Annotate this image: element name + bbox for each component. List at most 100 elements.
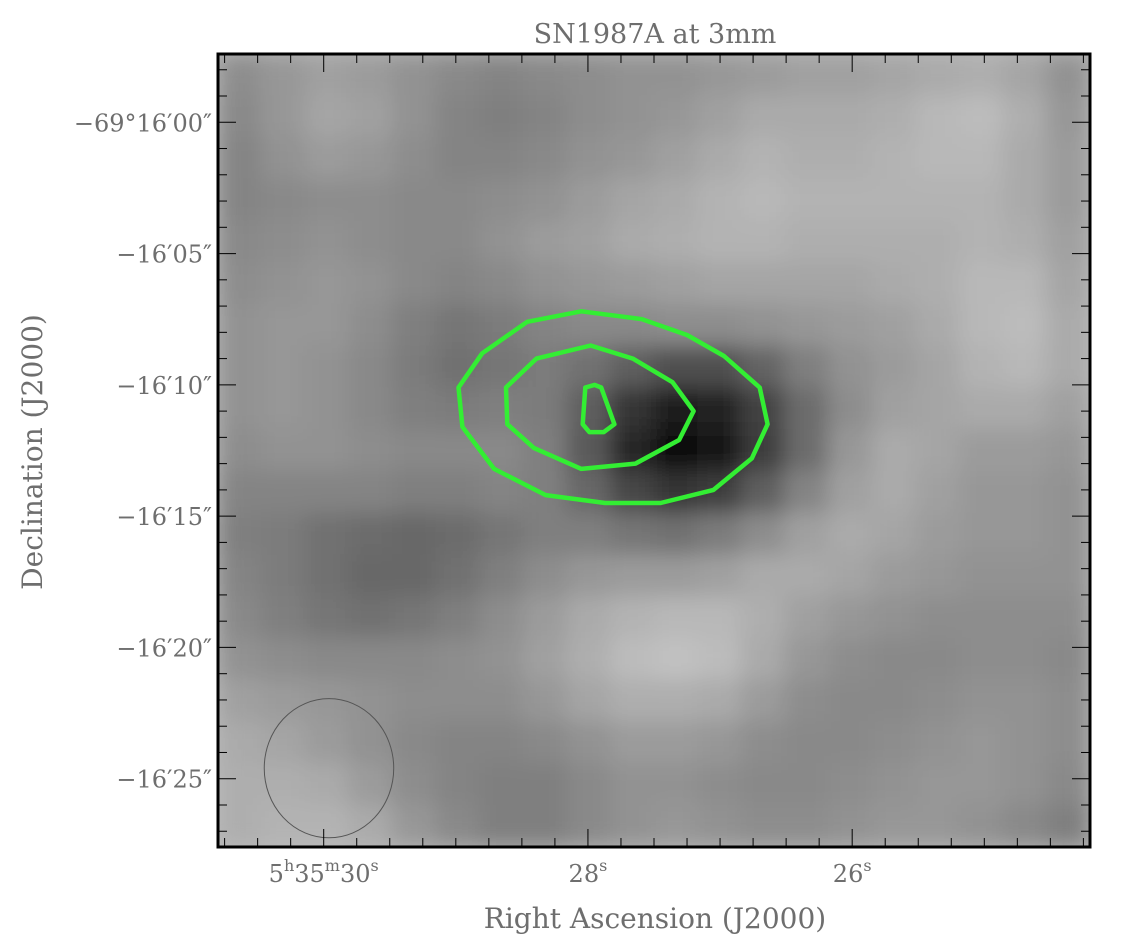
y-tick-label: −16′15″ bbox=[116, 503, 212, 531]
image-pixel bbox=[740, 470, 786, 514]
image-pixel bbox=[566, 178, 611, 222]
image-pixel bbox=[479, 136, 524, 180]
image-pixel bbox=[871, 470, 917, 514]
image-pixel bbox=[1002, 596, 1047, 639]
image-pixel bbox=[871, 637, 917, 681]
image-pixel bbox=[566, 721, 611, 765]
image-pixel bbox=[653, 721, 699, 765]
image-pixel bbox=[915, 763, 960, 806]
image-pixel bbox=[609, 303, 655, 347]
image-pixel bbox=[784, 345, 829, 389]
image-pixel bbox=[740, 679, 786, 723]
y-tick-label: −16′10″ bbox=[116, 372, 212, 400]
image-pixel bbox=[871, 512, 917, 556]
image-pixel bbox=[653, 262, 699, 305]
image-pixel bbox=[391, 596, 437, 639]
image-pixel bbox=[348, 596, 393, 639]
image-pixel bbox=[697, 554, 742, 598]
image-pixel bbox=[566, 512, 611, 556]
image-pixel bbox=[958, 637, 1004, 681]
image-pixel bbox=[915, 512, 960, 556]
image-pixel bbox=[958, 54, 1004, 97]
image-pixel bbox=[261, 512, 306, 556]
image-pixel bbox=[653, 804, 699, 847]
image-pixel bbox=[391, 637, 437, 681]
image-pixel bbox=[304, 596, 350, 639]
image-pixel bbox=[435, 54, 481, 97]
image-pixel bbox=[784, 596, 829, 639]
image-pixel bbox=[218, 345, 263, 389]
image-pixel bbox=[871, 804, 917, 847]
image-pixel bbox=[218, 554, 263, 598]
image-pixel bbox=[827, 637, 873, 681]
image-pixel bbox=[1002, 512, 1047, 556]
image-pixel bbox=[261, 429, 306, 472]
image-pixel bbox=[261, 637, 306, 681]
image-pixel bbox=[784, 387, 829, 431]
image-pixel bbox=[609, 637, 655, 681]
image-pixel bbox=[871, 679, 917, 723]
image-pixel bbox=[566, 763, 611, 806]
image-pixel bbox=[1045, 554, 1090, 598]
image-pixel bbox=[435, 721, 481, 765]
image-pixel bbox=[653, 596, 699, 639]
image-pixel bbox=[784, 804, 829, 847]
image-pixel bbox=[522, 54, 568, 97]
image-pixel bbox=[915, 596, 960, 639]
image-pixel bbox=[261, 763, 306, 806]
image-pixel bbox=[784, 262, 829, 305]
image-pixel bbox=[827, 387, 873, 431]
image-pixel bbox=[348, 303, 393, 347]
image-pixel bbox=[871, 763, 917, 806]
image-pixel bbox=[304, 512, 350, 556]
image-pixel bbox=[218, 804, 263, 847]
image-pixel bbox=[566, 470, 611, 514]
image-pixel bbox=[915, 136, 960, 180]
image-pixel bbox=[915, 303, 960, 347]
beam-layer bbox=[263, 698, 395, 839]
image-pixel bbox=[784, 637, 829, 681]
image-pixel bbox=[479, 596, 524, 639]
image-pixel bbox=[827, 54, 873, 97]
image-pixel bbox=[871, 303, 917, 347]
x-axis-label: Right Ascension (J2000) bbox=[484, 902, 826, 935]
image-pixel bbox=[479, 178, 524, 222]
image-pixel bbox=[609, 95, 655, 138]
image-pixel bbox=[261, 596, 306, 639]
image-pixel bbox=[653, 554, 699, 598]
image-pixel bbox=[391, 763, 437, 806]
image-pixel bbox=[609, 54, 655, 97]
image-pixel bbox=[261, 262, 306, 305]
image-pixel bbox=[566, 262, 611, 305]
image-pixel bbox=[784, 178, 829, 222]
image-pixel bbox=[1002, 637, 1047, 681]
image-pixel bbox=[958, 470, 1004, 514]
image-pixel bbox=[653, 95, 699, 138]
image-pixel bbox=[218, 721, 263, 765]
image-pixel bbox=[740, 596, 786, 639]
image-pixel bbox=[1002, 429, 1047, 472]
image-pixel bbox=[697, 763, 742, 806]
image-pixel bbox=[609, 679, 655, 723]
image-pixel bbox=[697, 512, 742, 556]
image-pixel bbox=[915, 637, 960, 681]
image-pixel bbox=[784, 679, 829, 723]
image-pixel bbox=[827, 470, 873, 514]
image-pixel bbox=[740, 262, 786, 305]
image-pixel bbox=[522, 596, 568, 639]
image-pixel bbox=[435, 596, 481, 639]
image-pixel bbox=[740, 178, 786, 222]
image-pixel bbox=[1045, 596, 1090, 639]
image-pixel bbox=[479, 804, 524, 847]
image-pixel bbox=[566, 596, 611, 639]
image-pixel bbox=[1045, 470, 1090, 514]
image-pixel bbox=[827, 721, 873, 765]
image-pixel bbox=[435, 95, 481, 138]
image-pixel bbox=[697, 804, 742, 847]
image-pixel bbox=[261, 345, 306, 389]
image-pixel bbox=[522, 387, 568, 431]
image-pixel bbox=[958, 679, 1004, 723]
image-pixel bbox=[1002, 54, 1047, 97]
image-pixel bbox=[218, 262, 263, 305]
image-pixel bbox=[915, 220, 960, 264]
